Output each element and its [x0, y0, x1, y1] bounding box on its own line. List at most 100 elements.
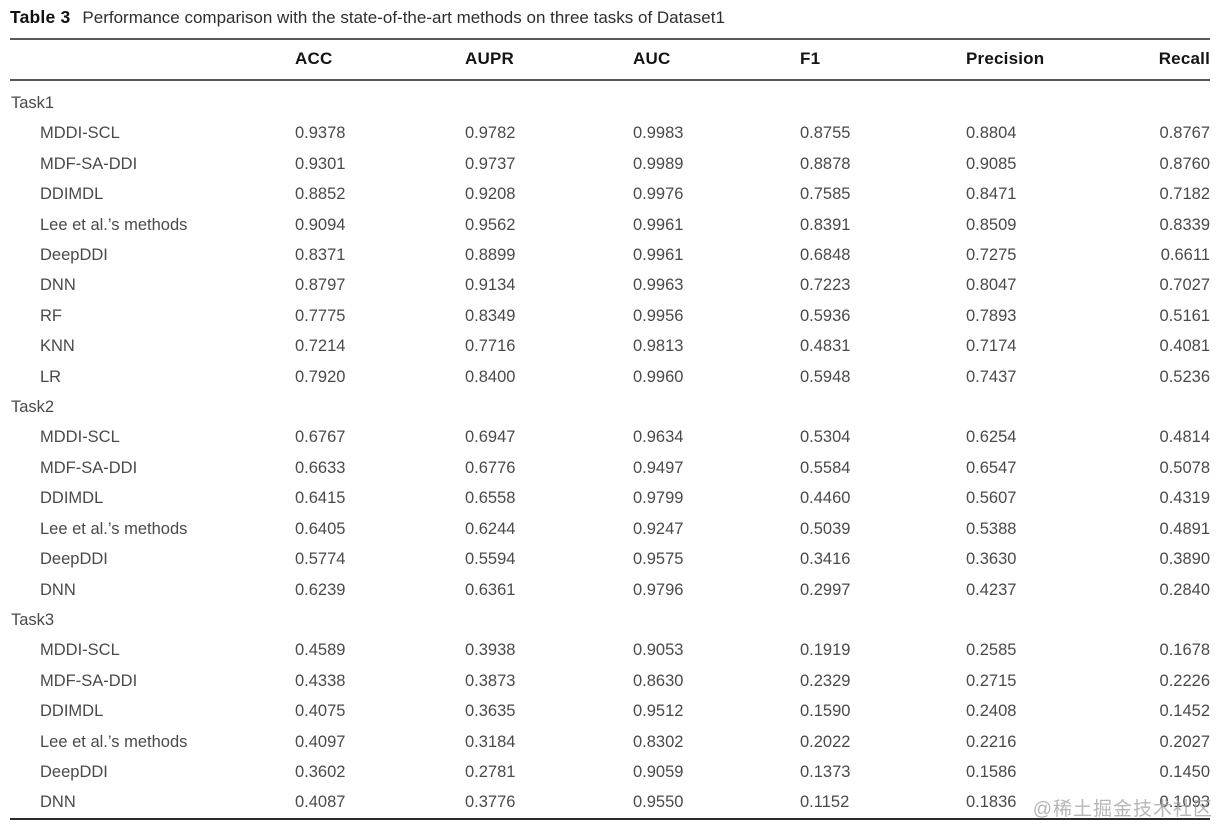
metric-value: 0.9378 [295, 124, 346, 143]
column-header-method [10, 38, 295, 81]
metric-value: 0.9983 [633, 124, 684, 143]
metric-value: 0.6547 [966, 458, 1017, 477]
table-row: Lee et al.’s methods 0.6405 0.6244 0.9247 0.… [10, 514, 1210, 544]
method-name: MDF-SA-DDI [40, 671, 138, 690]
results-table: ACC AUPR AUC F1 Precision Recall Task1 MDDI-SC… [10, 38, 1210, 820]
metric-value: 0.6244 [465, 519, 516, 538]
metric-value: 0.7174 [966, 337, 1017, 356]
metric-value: 0.4589 [295, 641, 346, 660]
metric-value: 0.4237 [966, 580, 1017, 599]
method-name: MDDI-SCL [40, 124, 120, 143]
metric-value: 0.7920 [295, 367, 346, 386]
metric-value: 0.6415 [295, 489, 346, 508]
header-row: ACC AUPR AUC F1 Precision Recall [10, 38, 1210, 81]
metric-value: 0.4075 [295, 702, 346, 721]
metric-value: 0.7585 [800, 185, 851, 204]
metric-value: 0.7275 [966, 246, 1017, 265]
metric-value: 0.1586 [966, 762, 1017, 781]
metric-value: 0.2715 [966, 671, 1017, 690]
section-row: Task1 [10, 80, 1210, 118]
metric-value: 0.8509 [966, 215, 1017, 234]
metric-value: 0.6254 [966, 428, 1017, 447]
metric-value: 0.7214 [295, 337, 346, 356]
metric-value: 0.9512 [633, 702, 684, 721]
method-name: RF [40, 306, 62, 325]
metric-value: 0.8797 [295, 276, 346, 295]
method-name: KNN [40, 337, 75, 356]
metric-value: 0.6558 [465, 489, 516, 508]
table-row: DeepDDI 0.5774 0.5594 0.9575 0.3416 0.3630 0.3… [10, 544, 1210, 574]
metric-value: 0.2226 [1159, 671, 1210, 690]
metric-value: 0.1678 [1159, 641, 1210, 660]
method-name: DeepDDI [40, 550, 108, 569]
metric-value: 0.9053 [633, 641, 684, 660]
metric-value: 0.9956 [633, 306, 684, 325]
metric-value: 0.1590 [800, 702, 851, 721]
metric-value: 0.9796 [633, 580, 684, 599]
column-header-aupr: AUPR [465, 38, 633, 81]
metric-value: 0.1093 [1159, 793, 1210, 812]
metric-value: 0.2585 [966, 641, 1017, 660]
metric-value: 0.7223 [800, 276, 851, 295]
table-row: MDF-SA-DDI 0.9301 0.9737 0.9989 0.8878 0.9085… [10, 149, 1210, 179]
metric-value: 0.9059 [633, 762, 684, 781]
metric-value: 0.6848 [800, 246, 851, 265]
metric-value: 0.3416 [800, 550, 851, 569]
metric-value: 0.8047 [966, 276, 1017, 295]
metric-value: 0.1373 [800, 762, 851, 781]
metric-value: 0.9961 [633, 215, 684, 234]
metric-value: 0.9497 [633, 458, 684, 477]
metric-value: 0.8371 [295, 246, 346, 265]
metric-value: 0.5774 [295, 550, 346, 569]
table-row: DNN 0.6239 0.6361 0.9796 0.2997 0.4237 0.2840 [10, 575, 1210, 605]
metric-value: 0.9799 [633, 489, 684, 508]
metric-value: 0.7182 [1159, 185, 1210, 204]
metric-value: 0.2997 [800, 580, 851, 599]
metric-value: 0.3602 [295, 762, 346, 781]
metric-value: 0.5936 [800, 306, 851, 325]
table-row: DNN 0.4087 0.3776 0.9550 0.1152 0.1836 0.1093 [10, 787, 1210, 818]
metric-value: 0.9085 [966, 154, 1017, 173]
method-name: MDF-SA-DDI [40, 458, 138, 477]
method-name: DDIMDL [40, 489, 104, 508]
metric-value: 0.8760 [1159, 154, 1210, 173]
metric-value: 0.5594 [465, 550, 516, 569]
metric-value: 0.9960 [633, 367, 684, 386]
method-name: DeepDDI [40, 762, 108, 781]
metric-value: 0.3873 [465, 671, 516, 690]
metric-value: 0.3184 [465, 732, 516, 751]
section-label: Task3 [11, 610, 55, 629]
table-row: DeepDDI 0.3602 0.2781 0.9059 0.1373 0.1586 0.1… [10, 757, 1210, 787]
metric-value: 0.2840 [1159, 580, 1210, 599]
metric-value: 0.9813 [633, 337, 684, 356]
metric-value: 0.7716 [465, 337, 516, 356]
metric-value: 0.8899 [465, 246, 516, 265]
metric-value: 0.9247 [633, 519, 684, 538]
metric-value: 0.6361 [465, 580, 516, 599]
metric-value: 0.9737 [465, 154, 516, 173]
method-name: DNN [40, 793, 76, 812]
method-name: LR [40, 367, 62, 386]
metric-value: 0.6405 [295, 519, 346, 538]
metric-value: 0.8767 [1159, 124, 1210, 143]
method-name: DeepDDI [40, 246, 108, 265]
metric-value: 0.5388 [966, 519, 1017, 538]
table-row: DNN 0.8797 0.9134 0.9963 0.7223 0.8047 0.7027 [10, 270, 1210, 300]
method-name: DNN [40, 580, 76, 599]
metric-value: 0.9961 [633, 246, 684, 265]
table-row: Lee et al.’s methods 0.9094 0.9562 0.9961 0.… [10, 210, 1210, 240]
metric-value: 0.3938 [465, 641, 516, 660]
section-row: Task3 [10, 605, 1210, 635]
metric-value: 0.8302 [633, 732, 684, 751]
table-body: Task1 MDDI-SCL 0.9378 0.9782 0.9983 0.8755 0.8… [10, 80, 1210, 819]
metric-value: 0.7775 [295, 306, 346, 325]
method-name: DDIMDL [40, 702, 104, 721]
metric-value: 0.4831 [800, 337, 851, 356]
metric-value: 0.8804 [966, 124, 1017, 143]
metric-value: 0.6611 [1160, 246, 1210, 265]
metric-value: 0.5078 [1159, 458, 1210, 477]
metric-value: 0.8339 [1159, 215, 1210, 234]
metric-value: 0.5607 [966, 489, 1017, 508]
metric-value: 0.1450 [1159, 762, 1210, 781]
